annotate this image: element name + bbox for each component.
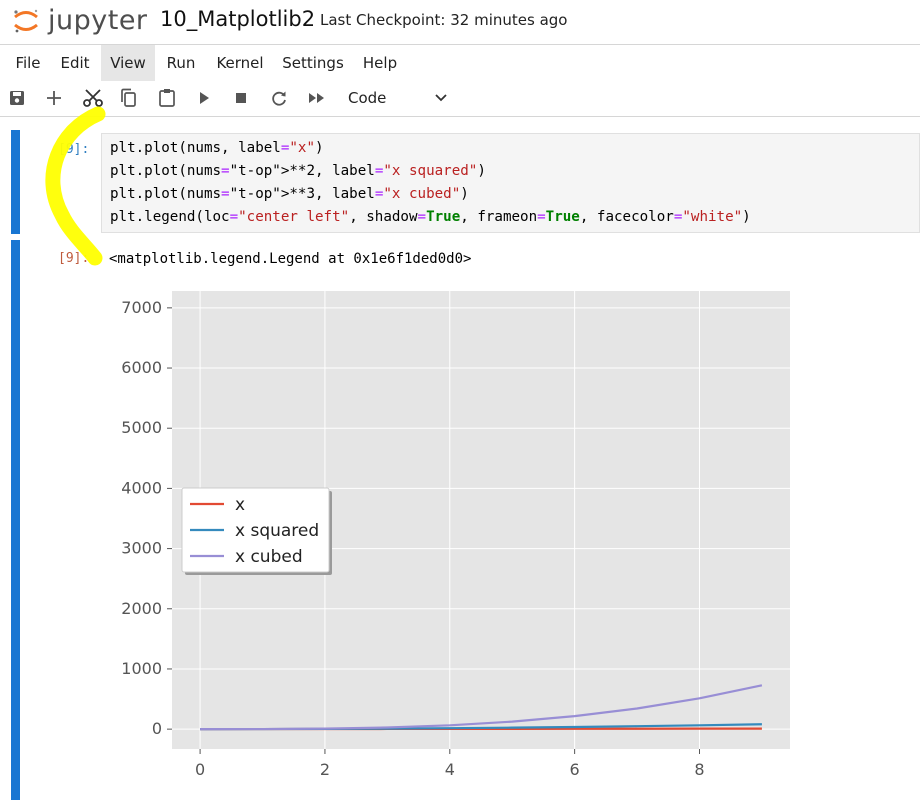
x-tick-label: 4 [445, 760, 455, 779]
input-prompt: [9]: [58, 142, 90, 157]
menu-run[interactable]: Run [166, 54, 196, 72]
y-tick-label: 0 [152, 719, 162, 738]
menu-edit[interactable]: Edit [60, 54, 90, 72]
legend-label: x cubed [235, 547, 303, 567]
y-tick-label: 3000 [121, 539, 162, 558]
menu-kernel[interactable]: Kernel [216, 54, 264, 72]
menu-bar: File Edit View Run Kernel Settings Help [0, 44, 920, 82]
cell-type-value: Code [348, 89, 387, 107]
y-tick-label: 6000 [121, 358, 162, 377]
x-tick-label: 8 [694, 760, 704, 779]
cell-type-select[interactable]: Code [348, 87, 450, 110]
series-line-x-cubed [200, 684, 763, 731]
legend-box [181, 487, 330, 573]
add-cell-button[interactable] [41, 86, 67, 110]
y-tick-label: 4000 [121, 478, 162, 497]
save-icon [10, 91, 24, 105]
stop-button[interactable] [228, 86, 254, 110]
y-tick-label: 1000 [121, 659, 162, 678]
cell-collapser-input[interactable] [11, 130, 20, 234]
restart-icon [272, 91, 286, 106]
output-text: <matplotlib.legend.Legend at 0x1e6f1ded0… [109, 251, 472, 267]
jupyter-logo[interactable]: jupyter [12, 5, 152, 36]
menu-file[interactable]: File [15, 54, 41, 72]
run-button[interactable] [191, 86, 217, 110]
stop-icon [236, 93, 246, 103]
y-tick-label: 7000 [121, 298, 162, 317]
copy-button[interactable] [116, 86, 142, 110]
restart-button[interactable] [266, 86, 292, 110]
legend-label: x [235, 495, 245, 515]
cut-icon [83, 89, 103, 107]
menu-settings[interactable]: Settings [282, 54, 344, 72]
x-tick-label: 0 [195, 760, 205, 779]
checkpoint-status: Last Checkpoint: 32 minutes ago [320, 11, 568, 29]
notebook-toolbar: Code [0, 81, 920, 117]
y-tick-label: 5000 [121, 418, 162, 437]
copy-icon [121, 88, 136, 107]
paste-icon [159, 89, 175, 107]
x-tick-label: 2 [320, 760, 330, 779]
code-line-1: plt.plot(nums, label="x") [110, 140, 324, 156]
menu-help[interactable]: Help [362, 54, 398, 72]
notebook-title[interactable]: 10_Matplotlib2 [160, 7, 316, 31]
code-line-2: plt.plot(nums="t-op">**2, label="x squar… [110, 163, 486, 179]
logo-text: jupyter [48, 5, 148, 36]
add-cell-icon [47, 91, 61, 105]
paste-button[interactable] [154, 86, 180, 110]
x-tick-label: 6 [570, 760, 580, 779]
cell-collapser-output[interactable] [11, 240, 20, 800]
run-all-button[interactable] [304, 86, 330, 110]
chevron-down-icon [435, 94, 447, 102]
code-line-4: plt.legend(loc="center left", shadow=Tru… [110, 209, 751, 225]
code-editor[interactable]: plt.plot(nums, label="x") plt.plot(nums=… [101, 133, 920, 233]
menu-view[interactable]: View [101, 45, 155, 81]
code-line-3: plt.plot(nums="t-op">**3, label="x cubed… [110, 186, 469, 202]
run-icon [200, 92, 209, 104]
legend-label: x squared [235, 521, 319, 541]
jupyter-orbit-icon [14, 9, 38, 33]
output-prompt: [9]: [58, 251, 90, 266]
line-chart: 0 1000 2000 3000 4000 5000 6000 7000 0 2 4 6 8 x x squ… [121, 291, 790, 779]
run-all-icon [309, 93, 324, 103]
save-button[interactable] [4, 86, 30, 110]
y-tick-label: 2000 [121, 599, 162, 618]
notebook-header: jupyter 10_Matplotlib2 Last Checkpoint: … [0, 0, 920, 44]
cut-button[interactable] [80, 86, 106, 110]
